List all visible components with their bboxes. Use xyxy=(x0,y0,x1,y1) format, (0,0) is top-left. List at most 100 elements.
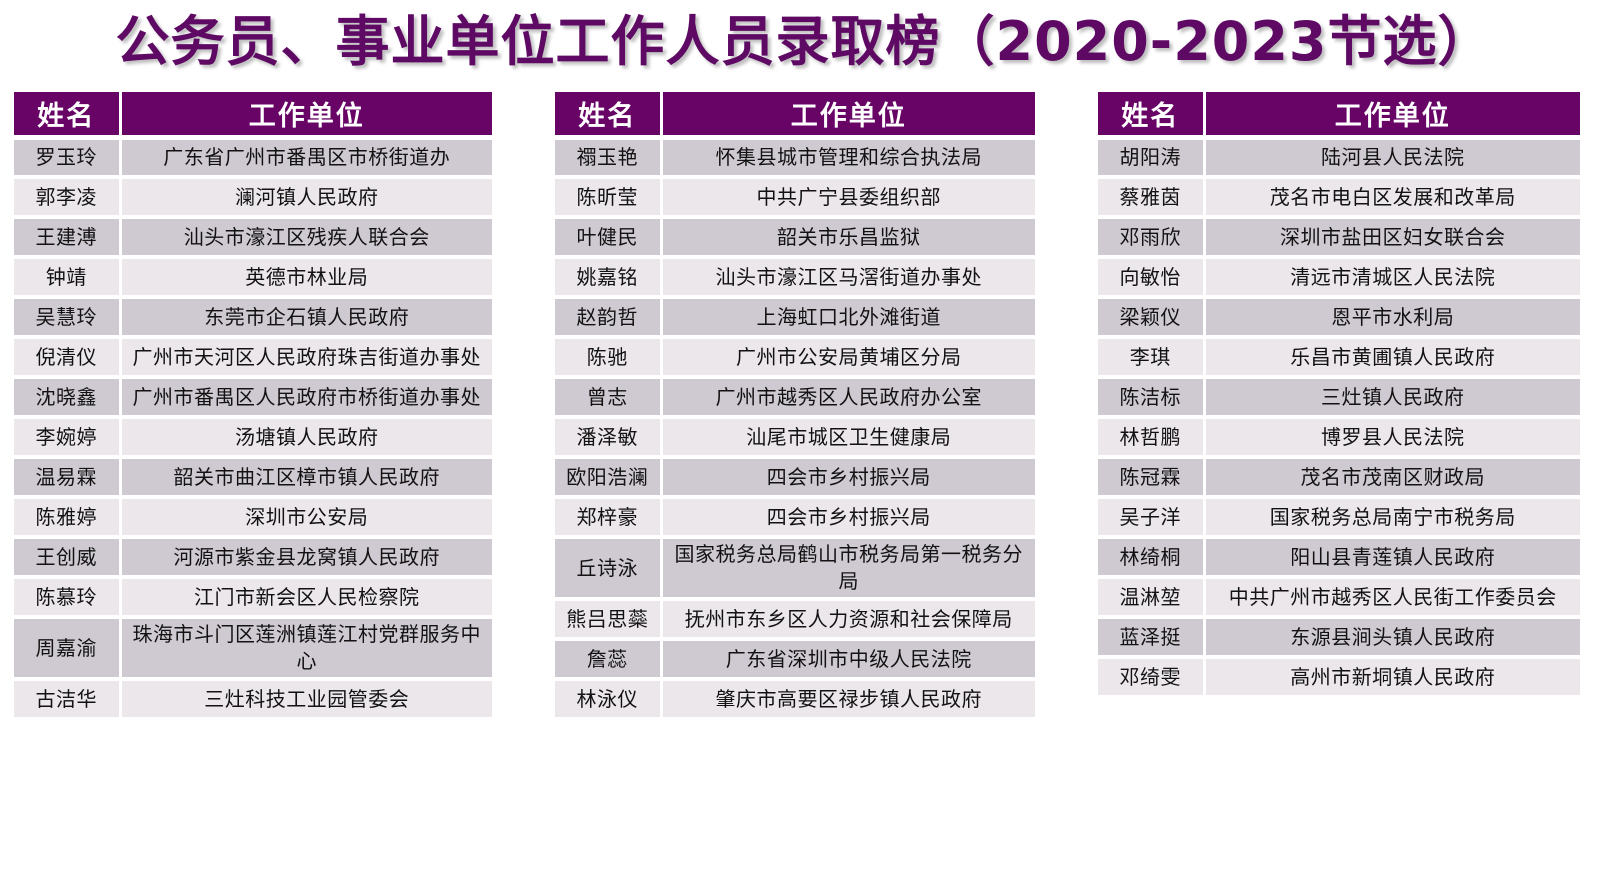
name-cell: 李婉婷 xyxy=(14,417,122,457)
unit-column-header: 工作单位 xyxy=(661,91,1035,137)
table-row: 倪清仪 广州市天河区人民政府珠吉街道办事处 xyxy=(14,337,492,377)
unit-cell: 汕头市濠江区残疾人联合会 xyxy=(120,217,492,257)
table-row: 詹蕊 广东省深圳市中级人民法院 xyxy=(555,639,1035,679)
table-row: 叶健民 韶关市乐昌监狱 xyxy=(555,217,1035,257)
unit-cell: 博罗县人民法院 xyxy=(1204,417,1580,457)
table-2-header: 姓名 工作单位 xyxy=(555,91,1035,137)
unit-cell: 东源县涧头镇人民政府 xyxy=(1204,617,1580,657)
name-cell: 古洁华 xyxy=(14,679,122,719)
name-cell: 蓝泽挺 xyxy=(1098,617,1206,657)
table-row: 丘诗泳 国家税务总局鹤山市税务局第一税务分局 xyxy=(555,537,1035,599)
name-cell: 罗玉玲 xyxy=(14,137,122,177)
name-cell: 陈慕玲 xyxy=(14,577,122,617)
name-cell: 王创威 xyxy=(14,537,122,577)
unit-cell: 广州市越秀区人民政府办公室 xyxy=(661,377,1035,417)
unit-cell: 肇庆市高要区禄步镇人民政府 xyxy=(661,679,1035,719)
unit-cell: 恩平市水利局 xyxy=(1204,297,1580,337)
unit-cell: 国家税务总局鹤山市税务局第一税务分局 xyxy=(661,537,1035,599)
name-cell: 钟靖 xyxy=(14,257,122,297)
table-row: 熊吕思蘂 抚州市东乡区人力资源和社会保障局 xyxy=(555,599,1035,639)
table-row: 胡阳涛 陆河县人民法院 xyxy=(1098,137,1580,177)
header-row: 姓名 工作单位 xyxy=(14,91,492,137)
table-row: 郑梓豪 四会市乡村振兴局 xyxy=(555,497,1035,537)
table-row: 向敏怡 清远市清城区人民法院 xyxy=(1098,257,1580,297)
table-row: 梁颖仪 恩平市水利局 xyxy=(1098,297,1580,337)
name-cell: 邓绮雯 xyxy=(1098,657,1206,697)
name-cell: 潘泽敏 xyxy=(555,417,663,457)
unit-cell: 怀集县城市管理和综合执法局 xyxy=(661,137,1035,177)
name-column-header: 姓名 xyxy=(555,91,663,137)
name-cell: 陈驰 xyxy=(555,337,663,377)
unit-cell: 汕头市濠江区马滘街道办事处 xyxy=(661,257,1035,297)
name-column-header: 姓名 xyxy=(14,91,122,137)
name-cell: 丘诗泳 xyxy=(555,537,663,599)
recruitment-table-3: 姓名 工作单位 胡阳涛 陆河县人民法院 蔡雅茵 茂名市电白区发展和改革局 邓雨欣 深圳市盐… xyxy=(1098,91,1580,700)
unit-cell: 上海虹口北外滩街道 xyxy=(661,297,1035,337)
unit-cell: 广州市番禺区人民政府市桥街道办事处 xyxy=(120,377,492,417)
table-2-body: 禤玉艳 怀集县城市管理和综合执法局 陈昕莹 中共广宁县委组织部 叶健民 韶关市乐昌监狱 姚嘉… xyxy=(555,137,1035,719)
table-row: 温易霖 韶关市曲江区樟市镇人民政府 xyxy=(14,457,492,497)
unit-cell: 广州市天河区人民政府珠吉街道办事处 xyxy=(120,337,492,377)
table-row: 邓绮雯 高州市新垌镇人民政府 xyxy=(1098,657,1580,697)
unit-cell: 茂名市茂南区财政局 xyxy=(1204,457,1580,497)
name-cell: 林绮桐 xyxy=(1098,537,1206,577)
name-cell: 向敏怡 xyxy=(1098,257,1206,297)
table-row: 郭李凌 澜河镇人民政府 xyxy=(14,177,492,217)
page-title: 公务员、事业单位工作人员录取榜（2020-2023节选） xyxy=(115,10,1493,73)
table-row: 王创威 河源市紫金县龙窝镇人民政府 xyxy=(14,537,492,577)
table-row: 蓝泽挺 东源县涧头镇人民政府 xyxy=(1098,617,1580,657)
unit-cell: 中共广州市越秀区人民街工作委员会 xyxy=(1204,577,1580,617)
name-cell: 胡阳涛 xyxy=(1098,137,1206,177)
table-row: 欧阳浩澜 四会市乡村振兴局 xyxy=(555,457,1035,497)
table-row: 王建溥 汕头市濠江区残疾人联合会 xyxy=(14,217,492,257)
table-row: 钟靖 英德市林业局 xyxy=(14,257,492,297)
name-cell: 詹蕊 xyxy=(555,639,663,679)
unit-cell: 英德市林业局 xyxy=(120,257,492,297)
name-cell: 林哲鹏 xyxy=(1098,417,1206,457)
name-cell: 欧阳浩澜 xyxy=(555,457,663,497)
table-3-header: 姓名 工作单位 xyxy=(1098,91,1580,137)
name-cell: 邓雨欣 xyxy=(1098,217,1206,257)
recruitment-table-2: 姓名 工作单位 禤玉艳 怀集县城市管理和综合执法局 陈昕莹 中共广宁县委组织部 叶健民韶… xyxy=(555,91,1035,722)
unit-cell: 高州市新垌镇人民政府 xyxy=(1204,657,1580,697)
table-row: 陈雅婷 深圳市公安局 xyxy=(14,497,492,537)
name-cell: 陈冠霖 xyxy=(1098,457,1206,497)
name-cell: 陈雅婷 xyxy=(14,497,122,537)
name-cell: 郭李凌 xyxy=(14,177,122,217)
unit-cell: 深圳市公安局 xyxy=(120,497,492,537)
name-cell: 曾志 xyxy=(555,377,663,417)
unit-cell: 三灶科技工业园管委会 xyxy=(120,679,492,719)
tables-container: 姓名 工作单位 罗玉玲 广东省广州市番禺区市桥街道办 郭李凌 澜河镇人民政府 王建溥 汕头… xyxy=(0,91,1608,722)
unit-cell: 深圳市盐田区妇女联合会 xyxy=(1204,217,1580,257)
unit-column-header: 工作单位 xyxy=(1204,91,1580,137)
name-cell: 郑梓豪 xyxy=(555,497,663,537)
table-row: 林绮桐 阳山县青莲镇人民政府 xyxy=(1098,537,1580,577)
unit-cell: 东莞市企石镇人民政府 xyxy=(120,297,492,337)
name-cell: 王建溥 xyxy=(14,217,122,257)
unit-cell: 乐昌市黄圃镇人民政府 xyxy=(1204,337,1580,377)
table-row: 林泳仪 肇庆市高要区禄步镇人民政府 xyxy=(555,679,1035,719)
table-row: 沈晓鑫 广州市番禺区人民政府市桥街道办事处 xyxy=(14,377,492,417)
unit-cell: 陆河县人民法院 xyxy=(1204,137,1580,177)
table-1-body: 罗玉玲 广东省广州市番禺区市桥街道办 郭李凌 澜河镇人民政府 王建溥 汕头市濠江区残疾人联… xyxy=(14,137,492,719)
unit-cell: 三灶镇人民政府 xyxy=(1204,377,1580,417)
table-row: 古洁华 三灶科技工业园管委会 xyxy=(14,679,492,719)
unit-cell: 清远市清城区人民法院 xyxy=(1204,257,1580,297)
table-row: 曾志 广州市越秀区人民政府办公室 xyxy=(555,377,1035,417)
name-cell: 叶健民 xyxy=(555,217,663,257)
unit-cell: 澜河镇人民政府 xyxy=(120,177,492,217)
table-row: 罗玉玲 广东省广州市番禺区市桥街道办 xyxy=(14,137,492,177)
name-cell: 温易霖 xyxy=(14,457,122,497)
name-cell: 林泳仪 xyxy=(555,679,663,719)
name-column-header: 姓名 xyxy=(1098,91,1206,137)
name-cell: 熊吕思蘂 xyxy=(555,599,663,639)
unit-cell: 茂名市电白区发展和改革局 xyxy=(1204,177,1580,217)
unit-cell: 抚州市东乡区人力资源和社会保障局 xyxy=(661,599,1035,639)
unit-cell: 阳山县青莲镇人民政府 xyxy=(1204,537,1580,577)
table-row: 李婉婷 汤塘镇人民政府 xyxy=(14,417,492,457)
name-cell: 倪清仪 xyxy=(14,337,122,377)
name-cell: 周嘉渝 xyxy=(14,617,122,679)
table-row: 林哲鹏 博罗县人民法院 xyxy=(1098,417,1580,457)
name-cell: 温淋堃 xyxy=(1098,577,1206,617)
